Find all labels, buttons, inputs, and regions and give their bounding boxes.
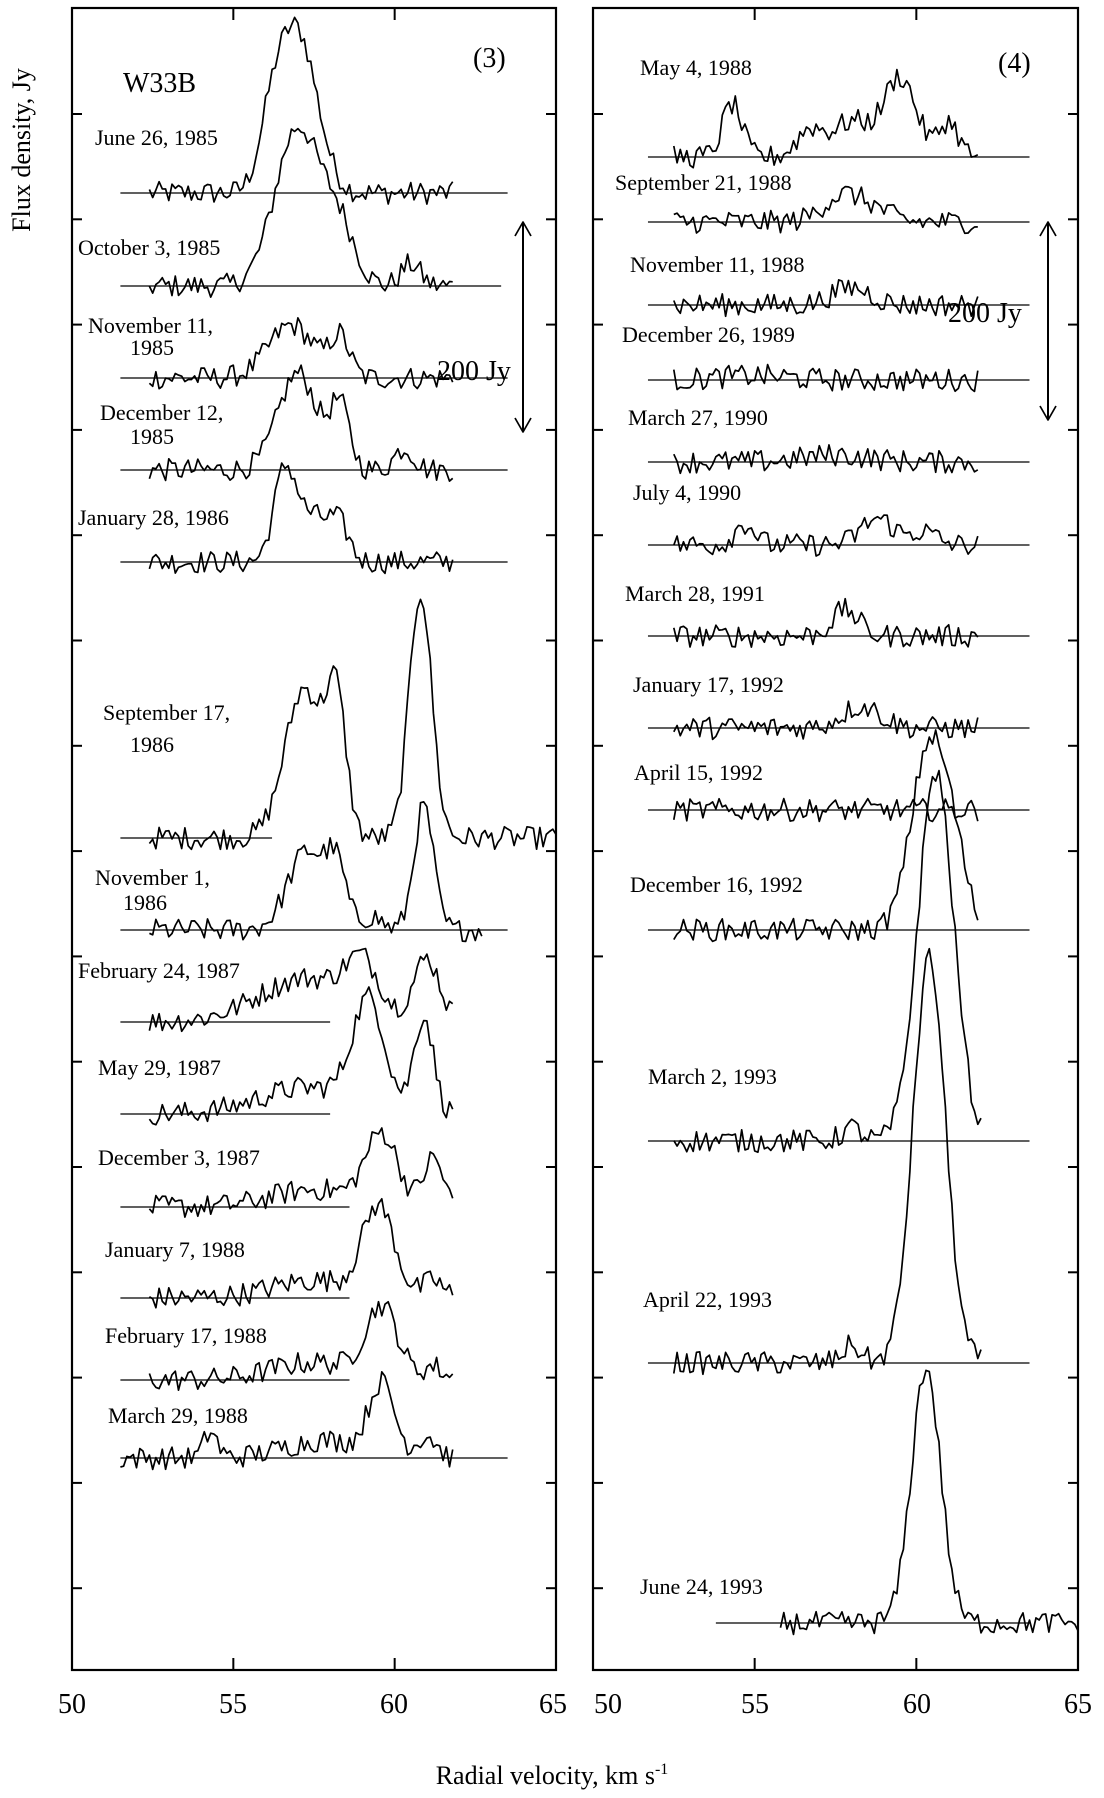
scale-bar-left [514, 221, 532, 433]
spectrum-trace [673, 700, 979, 741]
spectrum-trace [673, 185, 978, 235]
spectrum-trace [148, 16, 454, 205]
series-label: March 28, 1991 [625, 581, 765, 606]
spectrum-trace [148, 1300, 454, 1392]
spectrum-trace [673, 729, 979, 943]
scale-label-left: 200 Jy [437, 356, 511, 387]
series-label: February 17, 1988 [105, 1323, 267, 1348]
x-tick-left-65: 65 [539, 1689, 567, 1720]
spectrum-trace [673, 279, 979, 318]
series-label-line2: 1985 [130, 335, 174, 360]
spectrum-trace [148, 462, 454, 575]
series-label-line2: 1985 [130, 424, 174, 449]
spectrum-trace [672, 597, 979, 648]
x-tick-left-50: 50 [58, 1689, 86, 1720]
series-label: September 21, 1988 [615, 170, 792, 195]
series-label: September 17, [103, 700, 230, 725]
series-label: May 29, 1987 [98, 1055, 221, 1080]
spectrum-trace [120, 1371, 454, 1471]
series-label: July 4, 1990 [633, 480, 741, 505]
spectrum-trace [149, 800, 483, 943]
panel-frame-left [70, 6, 558, 1672]
series-label: October 3, 1985 [78, 235, 220, 260]
series-label: March 27, 1990 [628, 405, 768, 430]
series-label: February 24, 1987 [78, 958, 240, 983]
spectrum-trace [148, 317, 454, 390]
panel-frame-right [591, 6, 1080, 1672]
series-label: December 3, 1987 [98, 1145, 260, 1170]
spectrum-trace [672, 68, 979, 169]
spectrum-trace [148, 947, 454, 1033]
source-label: W33B [123, 68, 196, 99]
series-label: December 12, [100, 400, 223, 425]
series-label: November 11, 1988 [630, 252, 805, 277]
series-label: November 1, [95, 865, 210, 890]
spectrum-trace [148, 986, 454, 1126]
x-tick-right-60: 60 [903, 1689, 931, 1720]
series-label: June 24, 1993 [640, 1574, 763, 1599]
spectrum-trace [148, 364, 454, 482]
spectrum-trace [672, 947, 982, 1376]
series-label: April 15, 1992 [634, 760, 763, 785]
spectra [120, 16, 1079, 1636]
x-tick-left-60: 60 [380, 1689, 408, 1720]
series-label: January 7, 1988 [105, 1237, 245, 1262]
series-label: May 4, 1988 [640, 55, 752, 80]
series-label: December 26, 1989 [622, 322, 795, 347]
spectrum-trace [779, 1369, 1079, 1636]
spectrum-trace [148, 127, 453, 298]
spectrum-trace [148, 1197, 454, 1309]
x-tick-left-55: 55 [219, 1689, 247, 1720]
spectrum-trace [148, 598, 557, 851]
scale-bar-right [1039, 221, 1057, 421]
series-label: March 2, 1993 [648, 1064, 777, 1089]
series-label: December 16, 1992 [630, 872, 803, 897]
x-tick-right-50: 50 [594, 1689, 622, 1720]
series-label: June 26, 1985 [95, 125, 218, 150]
spectrum-trace [672, 363, 979, 393]
x-tick-right-55: 55 [741, 1689, 769, 1720]
axis-ticks [71, 8, 1079, 1670]
y-axis-label: Flux density, Jy [7, 68, 36, 232]
spectrum-trace [148, 1127, 454, 1218]
series-label: January 28, 1986 [78, 505, 229, 530]
spectrum-trace [673, 769, 982, 1154]
x-axis-label: Radial velocity, km s-1 [436, 1761, 669, 1790]
series-label-line2: 1986 [123, 890, 167, 915]
series-label: November 11, [88, 313, 213, 338]
spectrum-trace [673, 514, 979, 557]
panel-label-4: (4) [998, 48, 1031, 79]
scale-label-right: 200 Jy [948, 298, 1022, 329]
series-label: March 29, 1988 [108, 1403, 248, 1428]
x-tick-right-65: 65 [1064, 1689, 1092, 1720]
series-label-line2: 1986 [130, 732, 174, 757]
spectrum-trace [673, 444, 979, 475]
panel-label-3: (3) [473, 43, 506, 74]
series-labels: June 26, 1985 October 3, 1985 November 11,… [78, 55, 805, 1599]
series-label: January 17, 1992 [633, 672, 784, 697]
series-label: April 22, 1993 [643, 1287, 772, 1312]
